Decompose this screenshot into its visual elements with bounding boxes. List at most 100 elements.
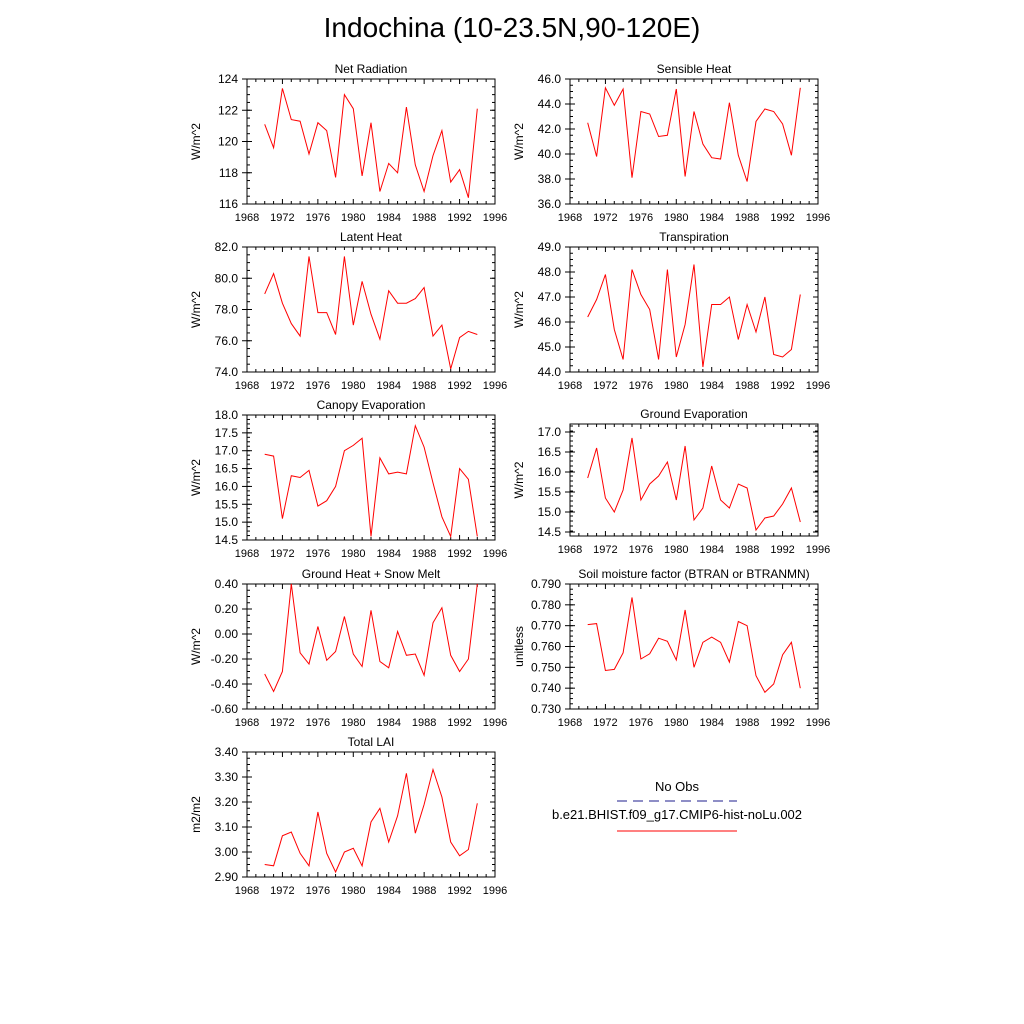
series-line [587, 264, 801, 368]
y-tick-label: 38.0 [538, 172, 562, 186]
x-tick-label: 1972 [270, 380, 294, 392]
y-tick-label: -0.40 [211, 677, 239, 691]
x-tick-label: 1984 [376, 885, 400, 897]
x-tick-label: 1992 [447, 212, 471, 224]
y-tick-label: 0.730 [531, 702, 561, 716]
panel-title: Sensible Heat [657, 62, 732, 76]
plot-frame [569, 583, 819, 710]
x-tick-label: 1980 [341, 212, 365, 224]
y-tick-label: 48.0 [538, 265, 562, 279]
x-tick-label: 1988 [735, 212, 759, 224]
y-tick-label: 14.5 [215, 533, 239, 547]
y-tick-label: 36.0 [538, 197, 562, 211]
y-axis-label: W/m^2 [512, 123, 526, 160]
y-tick-label: 120 [218, 135, 238, 149]
panel-title: Transpiration [659, 230, 729, 244]
y-tick-label: 80.0 [215, 271, 239, 285]
y-tick-label: 16.5 [538, 445, 562, 459]
x-tick-label: 1976 [629, 380, 653, 392]
x-tick-label: 1968 [235, 548, 259, 560]
panel-2: Sensible Heat W/m^2 1968 1972 1976 1980 1984 19… [512, 62, 830, 224]
x-tick-label: 1972 [270, 885, 294, 897]
x-tick-label: 1988 [735, 717, 759, 729]
x-tick-label: 1996 [806, 717, 830, 729]
y-axis-label: W/m^2 [189, 291, 203, 328]
x-tick-label: 1968 [558, 212, 582, 224]
y-tick-label: 17.5 [215, 426, 239, 440]
x-tick-label: 1972 [270, 548, 294, 560]
series-line [264, 423, 478, 539]
panel-6: Ground Evaporation W/m^2 1968 1972 1976 1980 1… [512, 407, 830, 556]
x-tick-label: 1988 [735, 380, 759, 392]
x-tick-label: 1996 [806, 380, 830, 392]
y-tick-label: 3.30 [215, 770, 239, 784]
x-tick-label: 1980 [341, 380, 365, 392]
x-tick-label: 1984 [376, 548, 400, 560]
x-tick-label: 1988 [735, 544, 759, 556]
y-tick-label: -0.20 [211, 652, 239, 666]
legend-model-label: b.e21.BHIST.f09_g17.CMIP6-hist-noLu.002 [551, 807, 803, 822]
y-tick-label: 44.0 [538, 365, 562, 379]
x-tick-label: 1988 [412, 717, 436, 729]
plot-frame [246, 246, 496, 373]
y-tick-label: 17.0 [538, 425, 562, 439]
panel-title: Ground Evaporation [640, 407, 747, 421]
x-tick-label: 1984 [699, 544, 723, 556]
x-tick-label: 1980 [341, 717, 365, 729]
y-tick-label: 116 [219, 197, 238, 211]
x-tick-label: 1996 [806, 544, 830, 556]
x-tick-label: 1968 [235, 885, 259, 897]
plot-frame [246, 414, 496, 541]
x-tick-label: 1992 [770, 717, 794, 729]
series-line [264, 256, 478, 370]
series-line [587, 437, 801, 532]
x-tick-label: 1988 [412, 885, 436, 897]
x-tick-label: 1972 [593, 544, 617, 556]
series-line [264, 767, 478, 874]
y-tick-label: 46.0 [538, 315, 562, 329]
x-tick-label: 1976 [306, 717, 330, 729]
y-tick-label: 3.10 [215, 820, 239, 834]
x-tick-label: 1968 [235, 380, 259, 392]
x-tick-label: 1996 [483, 717, 507, 729]
y-axis-label: W/m^2 [189, 459, 203, 496]
series-line [264, 583, 478, 693]
x-tick-label: 1996 [483, 212, 507, 224]
y-tick-label: 0.00 [215, 627, 239, 641]
panel-title: Soil moisture factor (BTRAN or BTRANMN) [578, 567, 809, 581]
panel-4: Transpiration W/m^2 1968 1972 1976 1980 1984 19… [512, 230, 830, 392]
x-tick-label: 1992 [447, 885, 471, 897]
x-tick-label: 1972 [270, 717, 294, 729]
y-axis-label: W/m^2 [189, 628, 203, 665]
x-tick-label: 1988 [412, 380, 436, 392]
y-tick-label: 49.0 [538, 240, 562, 254]
x-tick-label: 1976 [629, 717, 653, 729]
x-tick-label: 1968 [235, 717, 259, 729]
x-tick-label: 1980 [664, 212, 688, 224]
x-tick-label: 1984 [376, 380, 400, 392]
x-tick-label: 1976 [306, 380, 330, 392]
y-axis-label: W/m^2 [512, 291, 526, 328]
x-tick-label: 1972 [270, 212, 294, 224]
y-tick-label: 15.0 [538, 505, 562, 519]
x-tick-label: 1968 [558, 717, 582, 729]
y-tick-label: 124 [218, 72, 238, 86]
x-tick-label: 1984 [699, 212, 723, 224]
x-tick-label: 1968 [235, 212, 259, 224]
y-tick-label: 0.770 [531, 619, 561, 633]
y-tick-label: 15.5 [538, 485, 562, 499]
y-tick-label: 76.0 [215, 334, 239, 348]
y-tick-label: 46.0 [538, 72, 562, 86]
x-tick-label: 1988 [412, 548, 436, 560]
x-tick-label: 1968 [558, 380, 582, 392]
y-tick-label: 16.0 [538, 465, 562, 479]
y-tick-label: 15.0 [215, 515, 239, 529]
plot-frame [246, 78, 496, 205]
x-tick-label: 1976 [306, 885, 330, 897]
x-tick-label: 1980 [664, 717, 688, 729]
y-tick-label: 3.20 [215, 795, 239, 809]
x-tick-label: 1996 [483, 380, 507, 392]
x-tick-label: 1976 [629, 544, 653, 556]
